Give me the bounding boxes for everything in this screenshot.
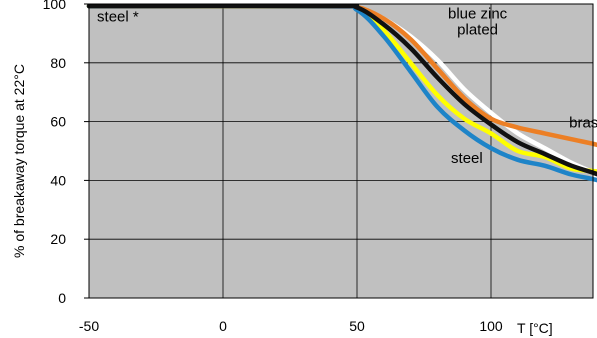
y-tick-label: 60 — [50, 114, 66, 130]
annotation-label: blue zinc plated — [448, 6, 508, 39]
x-tick-label: 0 — [219, 318, 227, 334]
x-tick-label: -50 — [79, 318, 99, 334]
x-tick-label: 100 — [479, 318, 503, 334]
series-layer — [86, 3, 597, 183]
y-axis-ticks: 0 20 40 60 80 100 — [43, 0, 89, 306]
annotation-label: steel * — [97, 9, 139, 26]
y-tick-label: 40 — [50, 172, 66, 188]
y-tick-label: 0 — [58, 290, 66, 306]
annotation-label: steel — [451, 150, 483, 167]
y-tick-label: 100 — [43, 0, 67, 12]
plot-border — [88, 3, 594, 299]
grid — [89, 4, 593, 298]
series-line-4 — [86, 3, 597, 177]
x-axis-ticks: -50050100150175 — [79, 318, 503, 334]
y-tick-label: 80 — [50, 55, 66, 71]
y-tick-label: 20 — [50, 231, 66, 247]
x-axis-label: T [°C] — [517, 320, 553, 336]
y-axis-label: % of breakaway torque at 22°C — [11, 64, 27, 258]
annotation-layer: steel *blue zincplatedbrasssteelyellowzi… — [97, 6, 597, 167]
plot-background — [89, 4, 593, 298]
x-tick-label: 50 — [349, 318, 365, 334]
